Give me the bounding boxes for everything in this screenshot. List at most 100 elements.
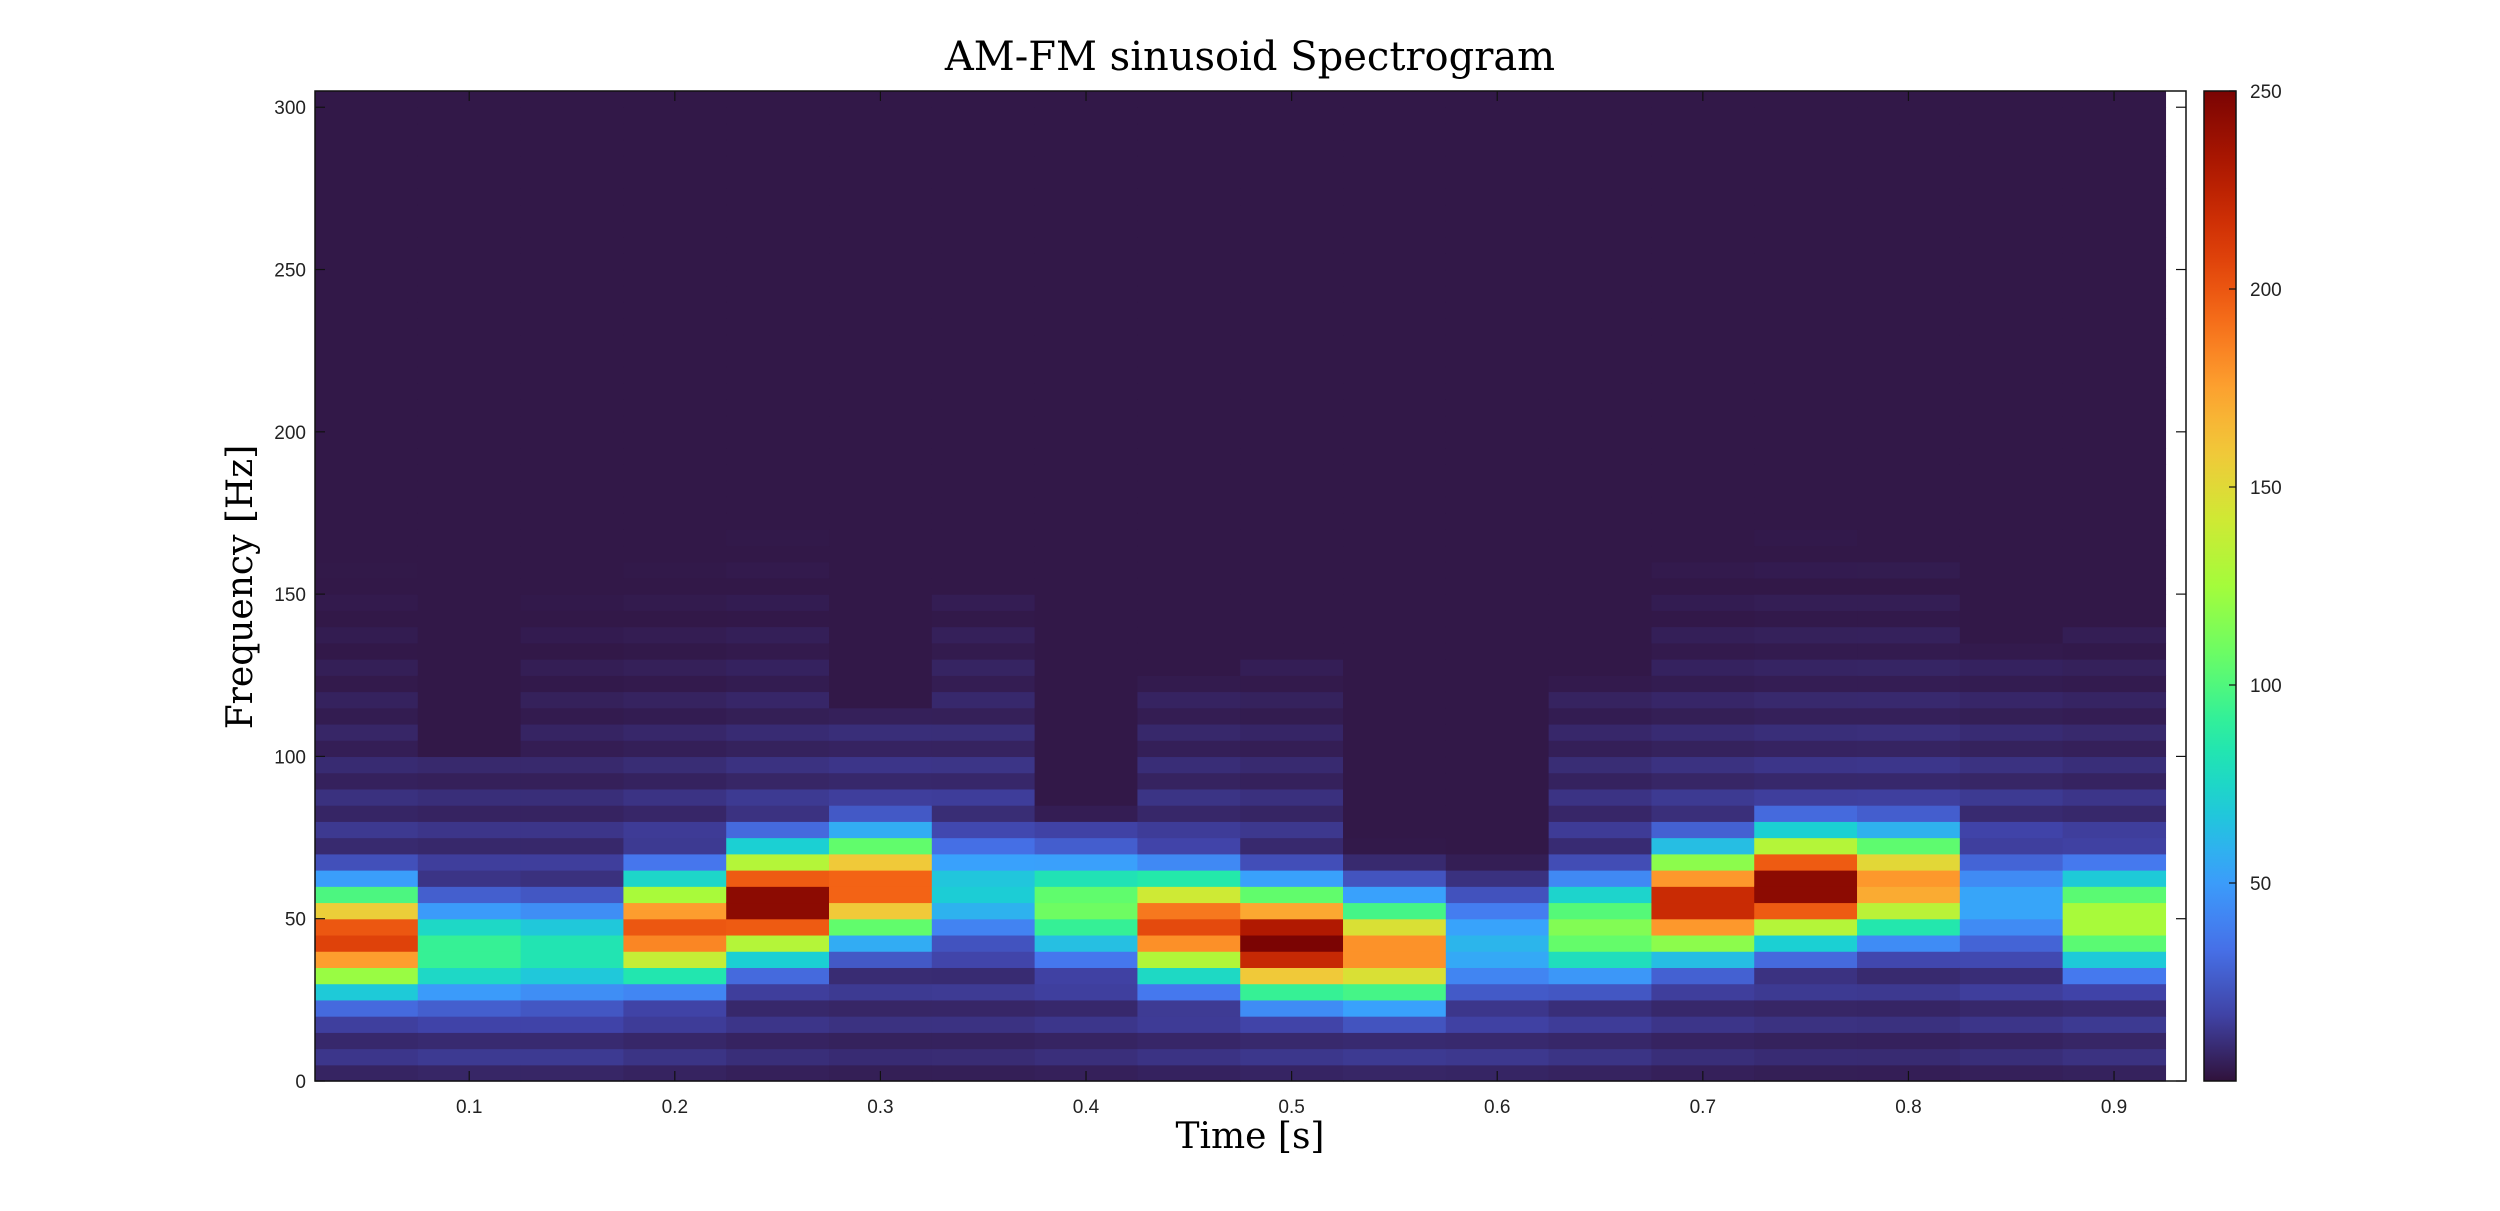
heatmap-cell xyxy=(1034,837,1139,855)
heatmap-cell xyxy=(1857,610,1961,628)
heatmap-cell xyxy=(623,172,727,189)
heatmap-cell xyxy=(520,529,624,547)
heatmap-cell xyxy=(1548,999,1653,1017)
heatmap-cell xyxy=(1240,772,1344,790)
heatmap-cell xyxy=(931,269,1036,287)
heatmap-cell xyxy=(623,561,727,579)
heatmap-cell xyxy=(1959,107,2064,125)
heatmap-cell xyxy=(829,253,933,271)
heatmap-cell xyxy=(1445,512,1550,530)
heatmap-cell xyxy=(829,1016,933,1033)
heatmap-cell xyxy=(1959,870,2064,887)
heatmap-cell xyxy=(1343,1064,1447,1082)
y-axis-label: Frequency [Hz] xyxy=(220,445,261,730)
heatmap-cell xyxy=(2062,626,2167,644)
heatmap-cell xyxy=(315,707,419,725)
heatmap-cell xyxy=(1445,756,1550,774)
heatmap-cell xyxy=(1034,805,1139,822)
heatmap-cell xyxy=(1240,204,1344,222)
heatmap-cell xyxy=(726,123,830,141)
heatmap-cell xyxy=(623,545,727,563)
heatmap-cell xyxy=(1651,999,1755,1017)
heatmap-cell xyxy=(1651,480,1755,498)
heatmap-cells xyxy=(315,91,2167,1082)
heatmap-cell xyxy=(1548,350,1653,368)
heatmap-cell xyxy=(520,107,624,125)
heatmap-cell xyxy=(1137,902,1241,920)
heatmap-cell xyxy=(1343,204,1447,222)
heatmap-cell xyxy=(1548,431,1653,449)
heatmap-cell xyxy=(829,707,933,725)
heatmap-cell xyxy=(1651,934,1755,952)
heatmap-cell xyxy=(1754,967,1858,985)
heatmap-cell xyxy=(315,415,419,433)
heatmap-cell xyxy=(1754,659,1858,676)
heatmap-cell xyxy=(1857,626,1961,644)
heatmap-cell xyxy=(315,301,419,319)
heatmap-cell xyxy=(1137,821,1241,839)
heatmap-cell xyxy=(1548,805,1653,822)
heatmap-cell xyxy=(1137,659,1241,676)
heatmap-cell xyxy=(829,366,933,384)
heatmap-cell xyxy=(2062,399,2167,417)
heatmap-cell xyxy=(1240,691,1344,709)
heatmap-cell xyxy=(1548,285,1653,303)
heatmap-cell xyxy=(726,756,830,774)
heatmap-cell xyxy=(931,594,1036,611)
heatmap-cell xyxy=(1445,431,1550,449)
heatmap-cell xyxy=(1137,805,1241,822)
heatmap-cell xyxy=(1754,334,1858,352)
heatmap-cell xyxy=(1857,188,1961,206)
heatmap-cell xyxy=(623,1016,727,1033)
heatmap-cell xyxy=(1034,1048,1139,1066)
heatmap-cell xyxy=(1548,821,1653,839)
heatmap-cell xyxy=(1548,723,1653,741)
heatmap-cell xyxy=(1445,821,1550,839)
heatmap-cell xyxy=(1959,691,2064,709)
heatmap-cell xyxy=(1445,723,1550,741)
heatmap-cell xyxy=(623,399,727,417)
heatmap-cell xyxy=(1445,853,1550,871)
heatmap-cell xyxy=(726,610,830,628)
heatmap-cell xyxy=(520,610,624,628)
heatmap-cell xyxy=(315,853,419,871)
heatmap-cell xyxy=(1959,448,2064,465)
heatmap-cell xyxy=(1240,1032,1344,1050)
heatmap-cell xyxy=(1857,107,1961,125)
heatmap-cell xyxy=(931,740,1036,758)
heatmap-cell xyxy=(2062,318,2167,336)
heatmap-cell xyxy=(1343,318,1447,336)
heatmap-cell xyxy=(1445,464,1550,482)
heatmap-cell xyxy=(2062,918,2167,936)
heatmap-cell xyxy=(1651,529,1755,547)
heatmap-cell xyxy=(2062,707,2167,725)
heatmap-cell xyxy=(1445,399,1550,417)
heatmap-cell xyxy=(931,610,1036,628)
heatmap-cell xyxy=(1959,155,2064,173)
heatmap-cell xyxy=(623,415,727,433)
heatmap-cell xyxy=(315,545,419,563)
heatmap-cell xyxy=(1343,821,1447,839)
heatmap-cell xyxy=(623,1032,727,1050)
heatmap-cell xyxy=(1651,577,1755,595)
heatmap-cell xyxy=(417,902,522,920)
heatmap-cell xyxy=(726,1064,830,1082)
heatmap-cell xyxy=(1754,301,1858,319)
heatmap-cell xyxy=(1857,886,1961,904)
heatmap-cell xyxy=(1240,1016,1344,1033)
heatmap-cell xyxy=(2062,594,2167,611)
heatmap-cell xyxy=(1343,626,1447,644)
heatmap-cell xyxy=(1548,659,1653,676)
heatmap-cell xyxy=(1343,577,1447,595)
heatmap-cell xyxy=(1651,772,1755,790)
heatmap-cell xyxy=(520,1064,624,1082)
heatmap-cell xyxy=(1754,431,1858,449)
heatmap-cell xyxy=(1651,691,1755,709)
heatmap-cell xyxy=(623,334,727,352)
heatmap-cell xyxy=(520,383,624,400)
heatmap-cell xyxy=(1857,448,1961,465)
heatmap-cell xyxy=(1343,512,1447,530)
heatmap-cell xyxy=(1959,383,2064,400)
heatmap-cell xyxy=(417,951,522,968)
heatmap-cell xyxy=(1240,545,1344,563)
